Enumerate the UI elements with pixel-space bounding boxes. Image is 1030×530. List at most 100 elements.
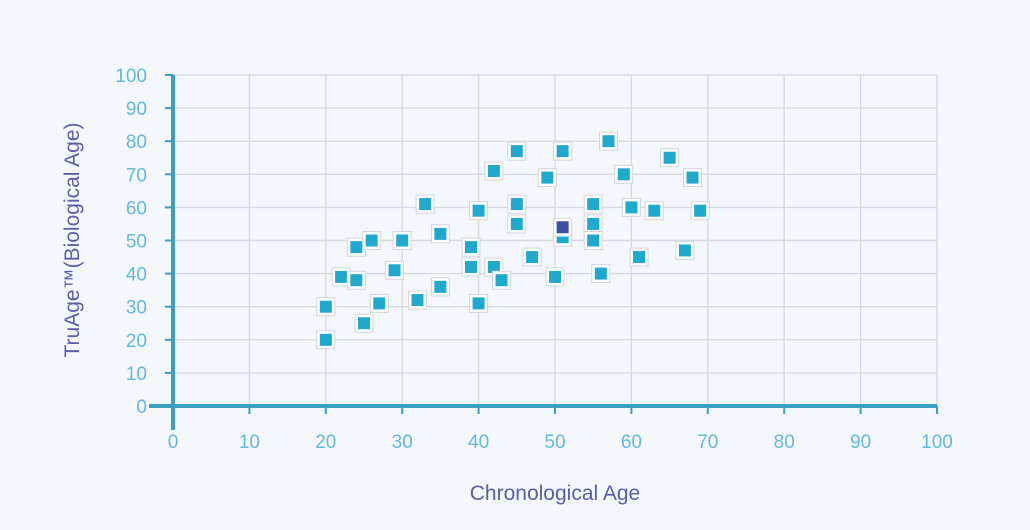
data-point	[407, 290, 427, 310]
data-point	[553, 141, 573, 161]
data-point-marker	[526, 251, 539, 264]
data-point	[507, 194, 527, 214]
data-point	[583, 214, 603, 234]
axes	[149, 74, 938, 430]
highlight-point-marker	[556, 221, 569, 234]
data-point-marker	[678, 244, 691, 257]
x-axis-title: Chronological Age	[470, 482, 640, 505]
data-point	[522, 247, 542, 267]
data-point-marker	[434, 280, 447, 293]
data-point	[316, 330, 336, 350]
y-tick-label: 100	[115, 66, 147, 87]
data-points	[316, 131, 710, 350]
data-point	[591, 264, 611, 284]
data-point-marker	[510, 217, 523, 230]
data-point-marker	[335, 270, 348, 283]
data-point-marker	[487, 164, 500, 177]
data-point	[469, 201, 489, 221]
data-point-marker	[587, 234, 600, 247]
y-tick-label: 70	[126, 165, 147, 186]
data-point-marker	[365, 234, 378, 247]
data-point-marker	[464, 260, 477, 273]
x-tick-label: 60	[621, 432, 642, 453]
data-point-marker	[686, 171, 699, 184]
data-point	[614, 164, 634, 184]
x-tick-label: 100	[921, 432, 953, 453]
y-tick-label: 90	[126, 99, 147, 120]
data-point-marker	[319, 300, 332, 313]
data-point	[316, 297, 336, 317]
y-tick-label: 20	[126, 331, 147, 352]
data-point	[430, 224, 450, 244]
data-point-marker	[373, 297, 386, 310]
x-tick-label: 90	[850, 432, 871, 453]
data-point	[629, 247, 649, 267]
y-axis-title: TruAge™(Biological Age)	[61, 123, 84, 358]
data-point	[369, 293, 389, 313]
data-point	[583, 194, 603, 214]
data-point	[362, 231, 382, 250]
x-tick-label: 70	[697, 432, 718, 453]
data-point-marker	[694, 204, 707, 217]
data-point-marker	[587, 217, 600, 230]
data-point-marker	[510, 145, 523, 158]
data-point-marker	[419, 198, 432, 211]
data-point	[354, 313, 374, 333]
y-tick-label: 80	[126, 132, 147, 153]
data-point	[507, 141, 527, 161]
data-point-marker	[648, 204, 661, 217]
data-point-marker	[633, 251, 646, 264]
data-point	[675, 240, 695, 260]
data-point-marker	[319, 333, 332, 346]
data-point-marker	[602, 135, 615, 148]
data-point-marker	[350, 274, 363, 287]
data-point	[385, 260, 405, 280]
data-point-marker	[472, 297, 485, 310]
data-point	[545, 267, 565, 287]
x-tick-label: 40	[468, 432, 489, 453]
data-point	[690, 201, 710, 221]
data-point-marker	[495, 274, 508, 287]
y-tick-label: 30	[126, 298, 147, 319]
data-point-marker	[625, 201, 638, 214]
data-point	[507, 214, 527, 234]
x-tick-label: 50	[544, 432, 565, 453]
y-tick-label: 10	[126, 364, 147, 385]
data-point	[469, 293, 489, 313]
data-point	[392, 231, 412, 250]
data-point-marker	[350, 241, 363, 254]
x-tick-label: 80	[774, 432, 795, 453]
y-tick-label: 60	[126, 198, 147, 219]
data-point-marker	[617, 168, 630, 181]
data-point	[621, 197, 641, 217]
data-point-marker	[434, 227, 447, 240]
data-point-marker	[472, 204, 485, 217]
data-point	[346, 270, 366, 290]
data-point	[583, 231, 603, 250]
data-point-marker	[464, 241, 477, 254]
x-tick-label: 20	[315, 432, 336, 453]
data-point-marker	[549, 270, 561, 283]
x-tick-label: 10	[239, 432, 260, 453]
tick-labels: 0 10 20 30 40 50 60 70 80 90 100 0 10 20 30 40 50 60 70 80 9…	[115, 66, 953, 453]
data-point-marker	[388, 264, 401, 277]
data-point-marker	[587, 198, 600, 211]
data-point	[537, 168, 557, 188]
data-point-marker	[396, 234, 409, 247]
data-point	[660, 148, 680, 168]
data-point-marker	[487, 260, 500, 273]
data-point-marker	[556, 145, 569, 158]
data-point-marker	[358, 317, 370, 330]
data-point-marker	[663, 151, 676, 164]
data-point	[598, 131, 618, 151]
x-tick-label: 0	[168, 432, 179, 453]
x-tick-label: 30	[392, 432, 413, 453]
data-point	[461, 257, 481, 277]
data-point	[683, 168, 703, 188]
y-tick-label: 0	[136, 397, 147, 418]
data-point	[484, 161, 504, 181]
y-tick-label: 50	[126, 232, 147, 253]
data-point	[461, 237, 481, 257]
